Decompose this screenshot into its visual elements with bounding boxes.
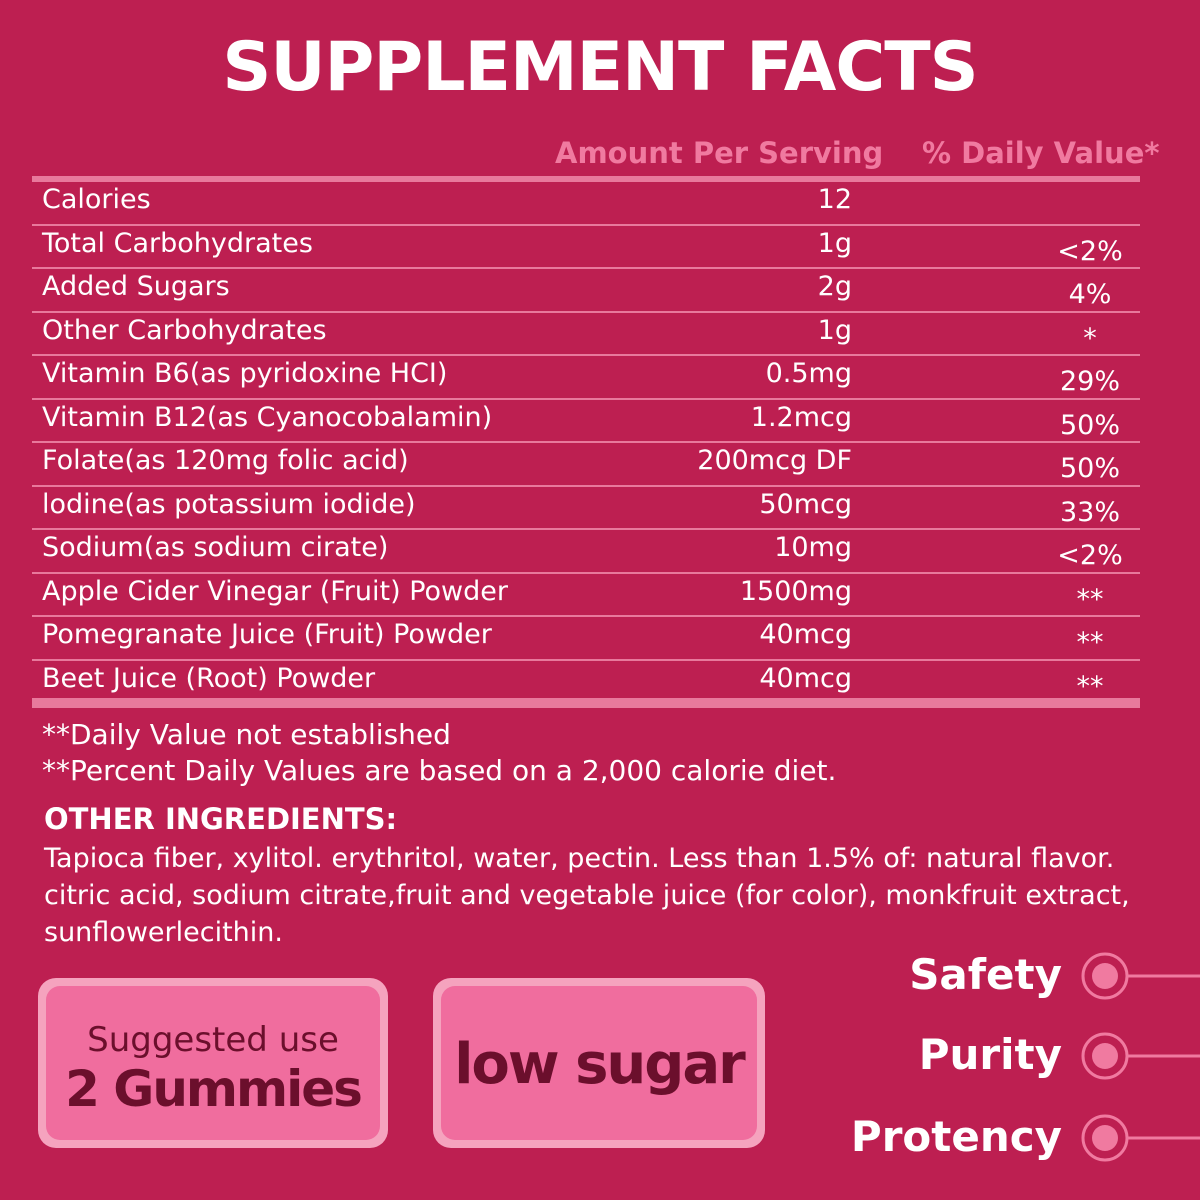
column-header: % Daily Value*	[922, 136, 1160, 170]
badge-text: low sugar	[441, 986, 757, 1140]
daily-value: 4%	[1068, 279, 1112, 310]
badge: low sugar	[433, 978, 765, 1148]
note: **Daily Value not established	[42, 718, 451, 751]
badge-text: 2 Gummies	[65, 1060, 363, 1118]
amount: 50mcg	[759, 488, 852, 520]
badge: Suggested use 2 Gummies	[38, 978, 388, 1148]
amount: 2g	[817, 271, 852, 302]
table-row: Vitamin B12(as Cyanocobalamin) 1.2mcg 50%	[32, 398, 1140, 443]
badge-text: Suggested use	[87, 1020, 339, 1060]
daily-value: 33%	[1059, 496, 1120, 528]
daily-value: <2%	[1057, 235, 1123, 267]
note: **Percent Daily Values are based on a 2,…	[42, 754, 837, 787]
daily-value: 50%	[1059, 453, 1120, 484]
nutrient: Vitamin B6(as pyridoxine HCI)	[42, 358, 448, 389]
daily-value: 29%	[1059, 366, 1120, 397]
daily-value: 50%	[1059, 409, 1120, 441]
daily-value: **	[1076, 583, 1104, 615]
amount: 200mcg DF	[697, 445, 852, 476]
amount: 0.5mg	[765, 358, 852, 389]
feature: Purity	[918, 1030, 1062, 1079]
table-row: Apple Cider Vinegar (Fruit) Powder 1500mg…	[32, 572, 1140, 617]
daily-value: <2%	[1057, 540, 1123, 571]
icon-dot	[1092, 963, 1118, 1151]
ingredients-text: Tapioca fiber, xylitol. erythritol, wate…	[44, 843, 1130, 948]
feature: Protency	[850, 1112, 1062, 1161]
nutrient: Sodium(as sodium cirate)	[42, 532, 389, 563]
ingredients-heading: OTHER INGREDIENTS:	[44, 802, 398, 836]
nutrient: Vitamin B12(as Cyanocobalamin)	[42, 401, 493, 433]
nutrient: Calories	[42, 184, 151, 215]
table-row: Other Carbohydrates 1g *	[32, 311, 1140, 356]
nutrient: Other Carbohydrates	[42, 314, 327, 346]
daily-value: **	[1076, 670, 1104, 702]
feature-icons	[1081, 952, 1200, 1162]
badge-inner: Suggested use 2 Gummies	[46, 986, 380, 1140]
nutrient: Pomegranate Juice (Fruit) Powder	[42, 619, 492, 650]
amount: 1.2mcg	[750, 401, 852, 433]
table-row: Total Carbohydrates 1g <2%	[32, 224, 1140, 269]
table-row: Added Sugars 2g 4%	[32, 267, 1140, 313]
nutrient: Added Sugars	[42, 271, 230, 302]
nutrient: Apple Cider Vinegar (Fruit) Powder	[42, 575, 508, 607]
table-row: Beet Juice (Root) Powder 40mcg **	[32, 659, 1140, 703]
column-header: Amount Per Serving	[555, 136, 884, 170]
daily-value: *	[1083, 322, 1097, 354]
table-row: Folate(as 120mg folic acid) 200mcg DF 50%	[32, 441, 1140, 487]
table-row: Pomegranate Juice (Fruit) Powder 40mcg **	[32, 615, 1140, 661]
table-row: lodine(as potassium iodide) 50mcg 33%	[32, 485, 1140, 530]
amount: 1g	[817, 314, 852, 346]
table-row: Vitamin B6(as pyridoxine HCI) 0.5mg 29%	[32, 354, 1140, 400]
table-row: Sodium(as sodium cirate) 10mg <2%	[32, 528, 1140, 574]
title: SUPPLEMENT FACTS	[222, 28, 978, 107]
rule	[32, 176, 1140, 182]
amount: 1500mg	[739, 575, 852, 607]
daily-value: **	[1076, 627, 1104, 658]
nutrient: lodine(as potassium iodide)	[42, 488, 416, 520]
nutrient: Beet Juice (Root) Powder	[42, 662, 376, 694]
amount: 40mcg	[759, 619, 852, 650]
table-row: Calories 12	[32, 180, 1140, 226]
icon	[1081, 952, 1200, 1162]
rule	[32, 698, 1140, 708]
nutrient: Total Carbohydrates	[42, 227, 313, 259]
feature: Safety	[909, 950, 1062, 999]
amount: 12	[817, 184, 852, 215]
amount: 10mg	[774, 532, 852, 563]
nutrient: Folate(as 120mg folic acid)	[42, 445, 409, 476]
amount: 1g	[817, 227, 852, 259]
amount: 40mcg	[759, 662, 852, 694]
